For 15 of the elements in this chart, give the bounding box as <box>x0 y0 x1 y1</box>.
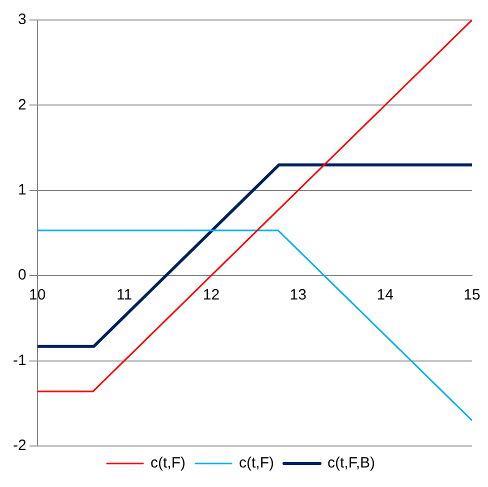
y-tick-label: 2 <box>18 96 26 114</box>
y-tick-label: -1 <box>12 352 26 369</box>
x-tick-label: 10 <box>28 286 46 304</box>
y-tick-label: -2 <box>12 437 26 454</box>
x-tick-label: 14 <box>376 286 394 304</box>
x-tick-label: 13 <box>290 286 306 304</box>
x-tick-label: 11 <box>116 286 132 304</box>
y-tick-label: 1 <box>18 182 26 199</box>
legend-label: c(t,F) <box>239 454 274 472</box>
x-tick-label: 12 <box>202 286 220 304</box>
legend-label: c(t,F,B) <box>327 454 375 472</box>
y-tick-label: 0 <box>18 266 26 284</box>
x-tick-label: 15 <box>464 286 480 304</box>
y-tick-label: 3 <box>18 11 26 28</box>
legend-label: c(t,F) <box>150 454 186 472</box>
